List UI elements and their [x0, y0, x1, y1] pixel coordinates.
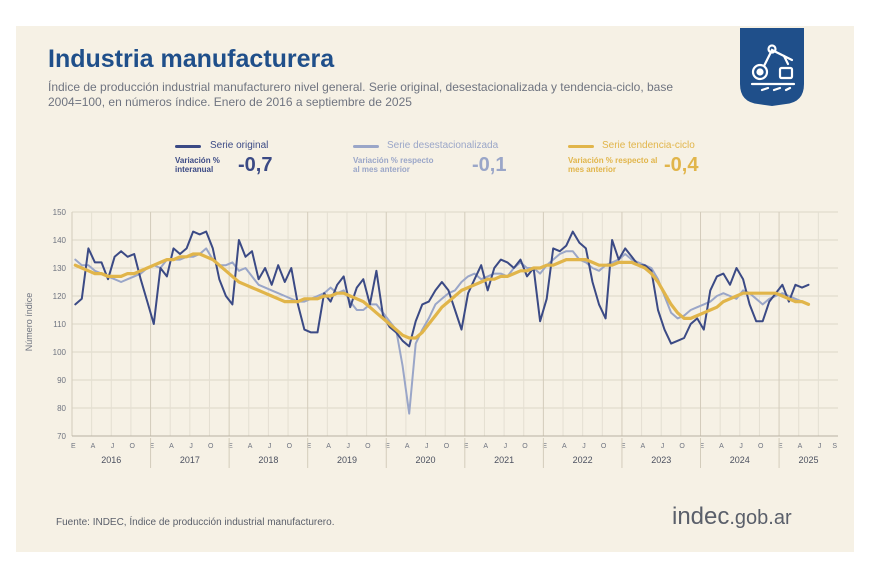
x-month-label: A: [326, 443, 331, 450]
x-month-label: E: [699, 443, 704, 450]
x-month-label: A: [248, 443, 253, 450]
page-title: Industria manufacturera: [48, 45, 335, 73]
chart-subtitle: Índice de producción industrial manufact…: [48, 80, 674, 109]
x-month-label: J: [111, 443, 115, 450]
x-axis: E A J O 2016 E A J O 2017 E A J O 2018 E A J O 2019 E A J O 2020…: [71, 438, 837, 468]
y-tick-label: 140: [53, 236, 67, 245]
brand-suffix: .gob.ar: [729, 507, 792, 529]
series-line-original: [74, 230, 810, 348]
x-month-label: A: [91, 443, 96, 450]
y-tick-label: 100: [53, 348, 67, 357]
chart-grid: [71, 211, 838, 437]
x-month-label: O: [601, 443, 607, 450]
y-tick-label: 80: [57, 404, 66, 413]
brand-name: indec: [672, 503, 730, 530]
x-month-label: O: [679, 443, 685, 450]
x-month-label: A: [719, 443, 724, 450]
legend-value-trend: -0,4: [664, 154, 699, 176]
x-month-label: A: [169, 443, 174, 450]
x-year-label: 2021: [494, 455, 514, 465]
x-month-label: E: [150, 443, 155, 450]
x-month-label: J: [661, 443, 665, 450]
legend-note-trend: Variación % respecto al mes anterior: [568, 156, 658, 174]
legend-label-seasonal: Serie desestacionalizada: [387, 140, 499, 151]
series-line-trend-cycle: [73, 252, 811, 340]
x-month-label: A: [641, 443, 646, 450]
x-month-label: O: [758, 443, 764, 450]
source-note: Fuente: INDEC, Índice de producción indu…: [56, 517, 335, 528]
legend-value-seasonal: -0,1: [472, 154, 507, 176]
x-year-label: 2017: [180, 455, 200, 465]
y-tick-label: 110: [53, 320, 66, 329]
x-year-label: 2023: [651, 455, 671, 465]
x-month-label: J: [268, 443, 272, 450]
x-month-label: E: [621, 443, 626, 450]
x-month-label: J: [739, 443, 743, 450]
x-month-label: O: [365, 443, 371, 450]
x-month-label: E: [778, 443, 783, 450]
y-tick-label: 150: [53, 208, 67, 217]
x-month-label: J: [582, 443, 586, 450]
x-month-label: E: [307, 443, 312, 450]
x-month-label: E: [71, 443, 76, 450]
x-month-label: A: [562, 443, 567, 450]
x-year-label: 2022: [573, 455, 593, 465]
x-month-label: J: [346, 443, 350, 450]
x-month-label: J: [189, 443, 193, 450]
x-month-label: O: [287, 443, 293, 450]
x-year-label: 2016: [101, 455, 121, 465]
x-month-label: E: [228, 443, 233, 450]
x-year-label: 2018: [258, 455, 278, 465]
x-month-label: A: [405, 443, 410, 450]
legend-swatch-seasonal: [353, 145, 379, 148]
legend-swatch-trend: [568, 145, 594, 148]
x-month-label: S: [832, 443, 837, 450]
x-month-label: E: [385, 443, 390, 450]
x-year-label: 2020: [416, 455, 436, 465]
brand-logo[interactable]: indec.gob.ar: [672, 503, 792, 531]
legend-note-original: Variación % interanual: [175, 156, 220, 174]
x-month-label: A: [483, 443, 488, 450]
x-month-label: O: [129, 443, 135, 450]
legend-label-trend: Serie tendencia-ciclo: [602, 140, 695, 151]
x-year-label: 2025: [799, 455, 819, 465]
legend-value-original: -0,7: [238, 154, 273, 176]
y-tick-label: 70: [57, 432, 66, 441]
x-month-label: J: [425, 443, 429, 450]
series-line-seasonally-adjusted: [74, 247, 810, 415]
x-year-label: 2019: [337, 455, 357, 465]
industry-badge: [740, 28, 804, 106]
x-month-label: E: [542, 443, 547, 450]
x-month-label: J: [504, 443, 508, 450]
x-month-label: O: [444, 443, 450, 450]
legend-note-seasonal: Variación % respecto al mes anterior: [353, 156, 434, 174]
y-axis: 70 80 90 100 110 120 130 140 150: [53, 208, 67, 441]
x-month-label: O: [522, 443, 528, 450]
chart-series: [73, 230, 811, 415]
x-year-label: 2024: [730, 455, 750, 465]
x-month-label: A: [798, 443, 803, 450]
y-tick-label: 120: [53, 292, 67, 301]
x-month-label: O: [208, 443, 214, 450]
robot-arm-icon: [750, 44, 796, 92]
chart-card: [16, 26, 854, 552]
legend-swatch-original: [175, 145, 201, 148]
y-tick-label: 130: [53, 264, 67, 273]
legend-label-original: Serie original: [210, 140, 269, 151]
x-month-label: J: [818, 443, 822, 450]
y-axis-label: Número índice: [24, 293, 34, 352]
y-tick-label: 90: [57, 376, 66, 385]
x-month-label: E: [464, 443, 469, 450]
